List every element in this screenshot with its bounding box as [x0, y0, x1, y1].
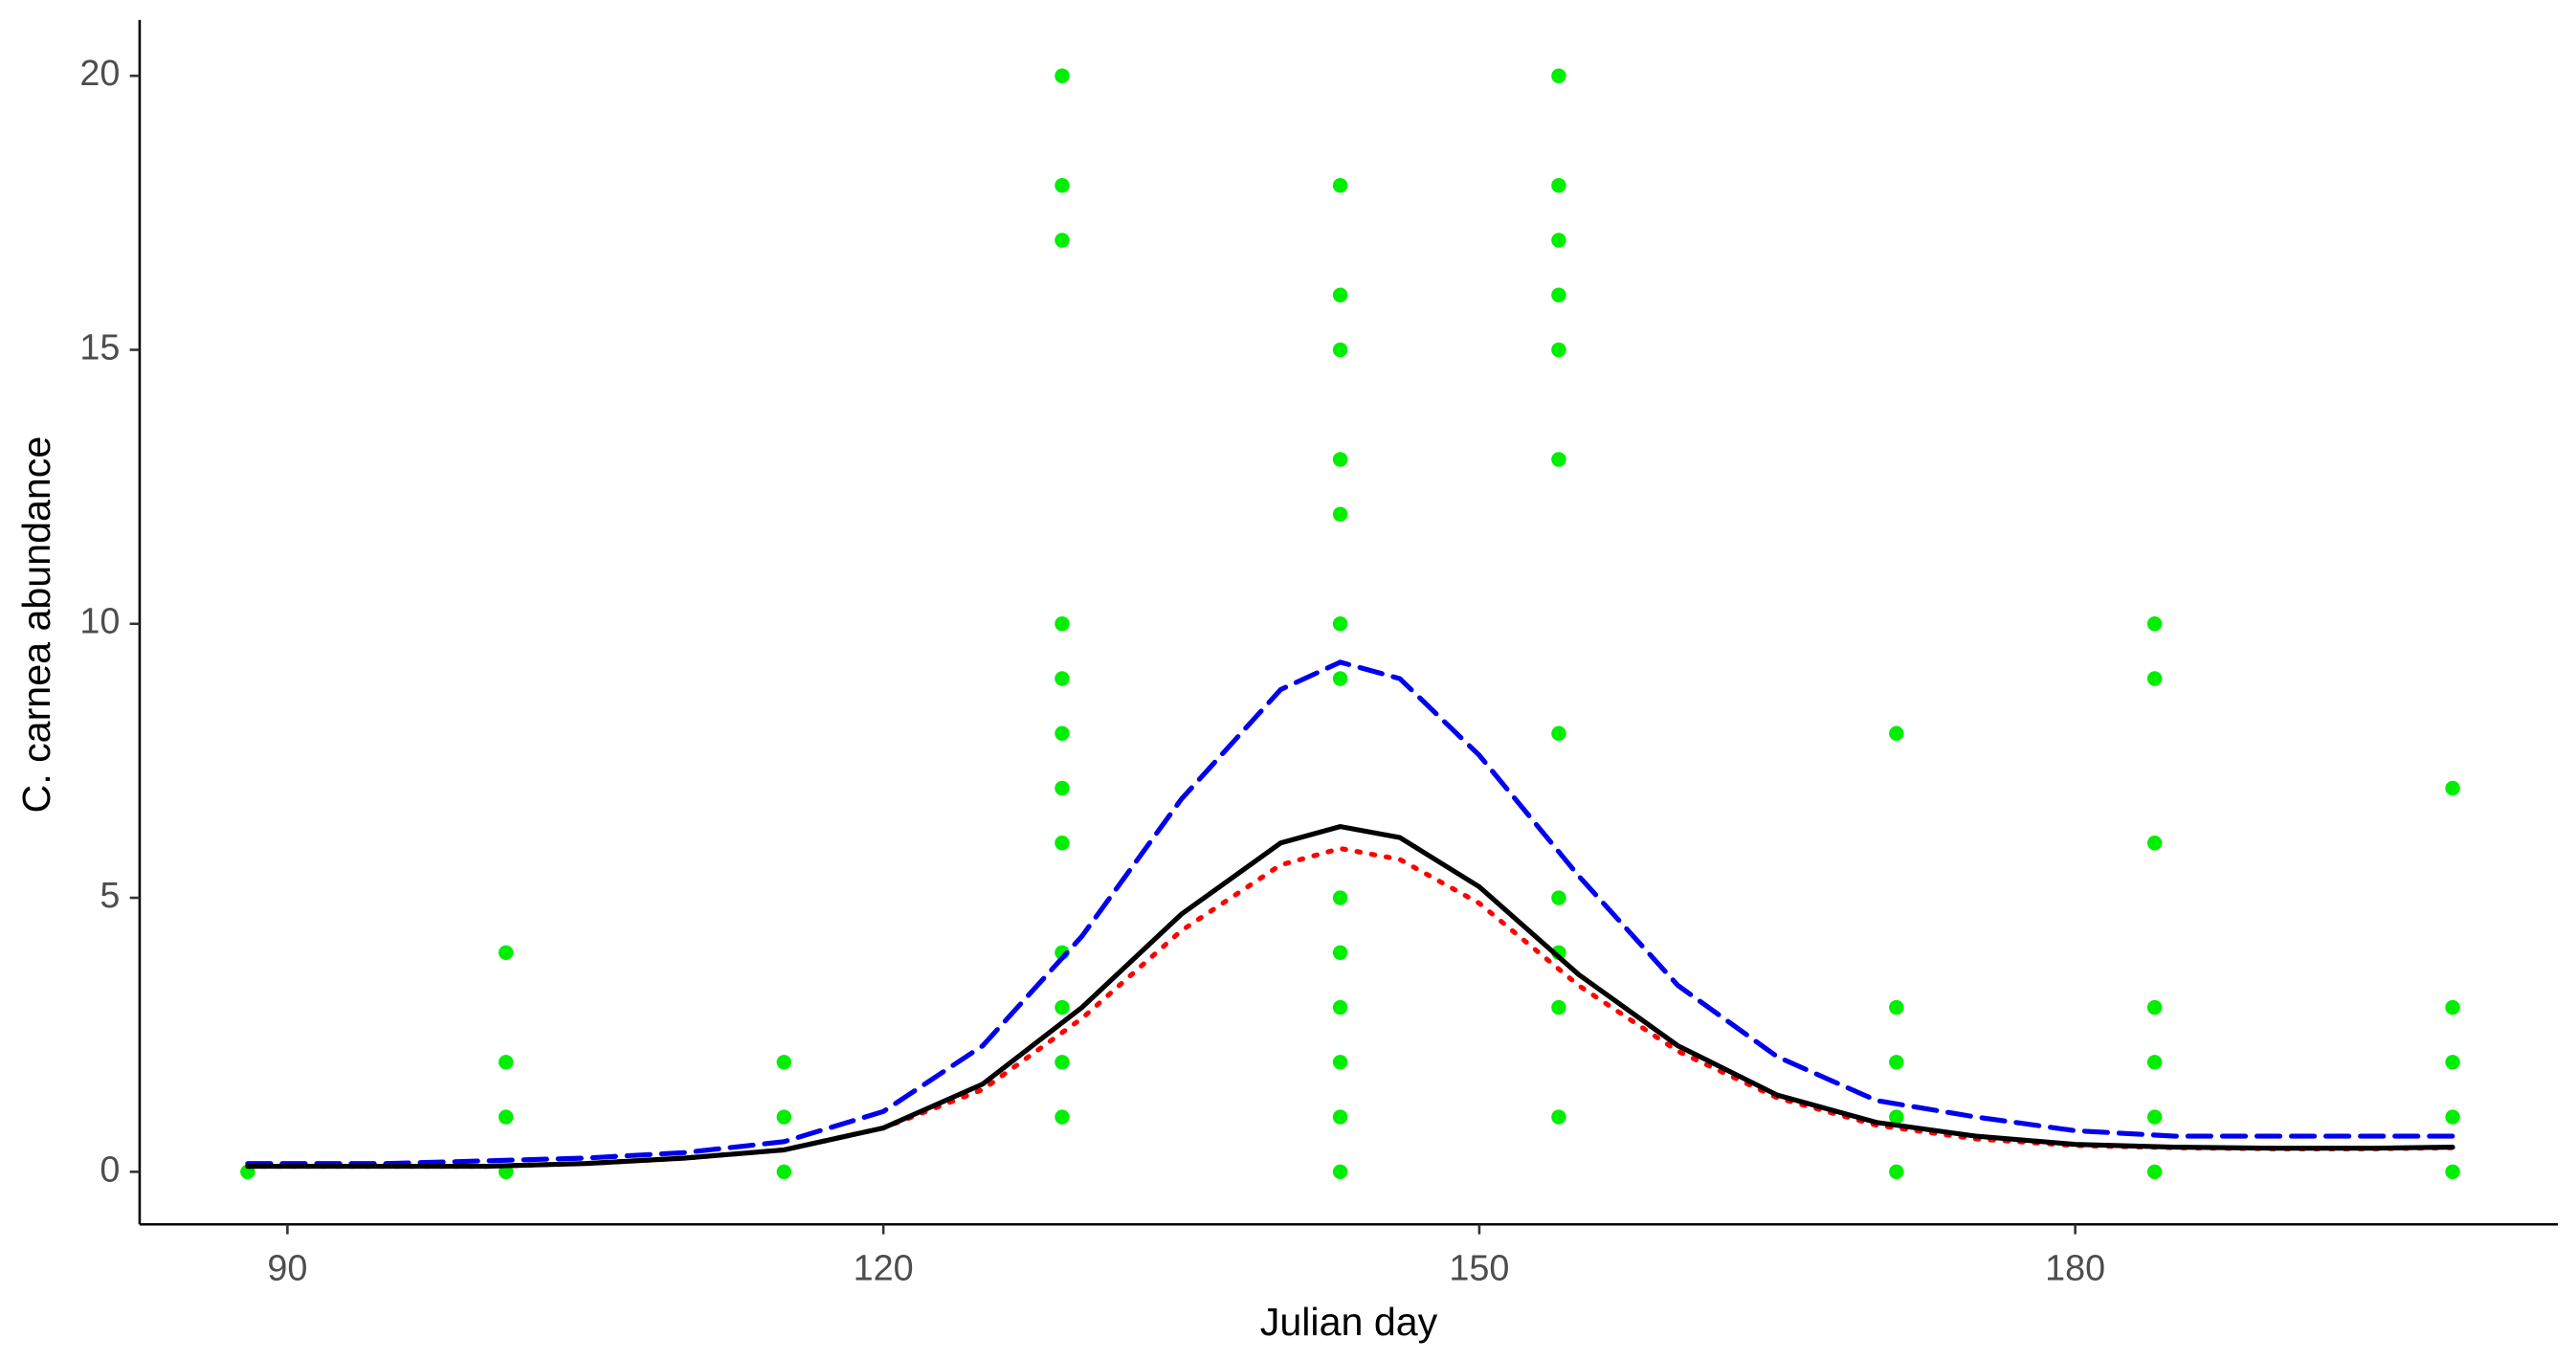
data-point: [1551, 452, 1566, 467]
data-point: [776, 1055, 792, 1070]
data-point: [1889, 999, 1904, 1015]
data-point: [498, 945, 514, 961]
data-point: [1055, 836, 1070, 851]
data-point: [2146, 671, 2163, 686]
data-point: [1551, 1109, 1566, 1125]
data-point: [1551, 342, 1566, 358]
data-point: [1551, 725, 1566, 742]
data-point: [1332, 999, 1348, 1015]
fit-line: [245, 659, 2455, 1167]
data-point: [2146, 999, 2163, 1015]
data-point: [1889, 1055, 1904, 1070]
data-point: [1332, 671, 1348, 686]
data-point: [1055, 671, 1070, 686]
data-point: [1055, 725, 1070, 742]
data-point: [1332, 890, 1348, 905]
data-point: [2146, 836, 2163, 851]
data-point: [1055, 999, 1070, 1015]
x-axis-title: Julian day: [1260, 1300, 1438, 1344]
data-point: [2146, 1164, 2163, 1180]
y-tick-label: 5: [100, 876, 120, 916]
data-point: [2445, 999, 2460, 1015]
y-tick-label: 15: [79, 327, 120, 368]
data-point: [1551, 233, 1566, 248]
x-tick-label: 120: [854, 1248, 914, 1288]
y-axis-title: C. carnea abundance: [14, 436, 58, 814]
data-point: [1332, 452, 1348, 467]
data-point: [1332, 1109, 1348, 1125]
fit-line: [245, 823, 2455, 1170]
data-point: [1332, 342, 1348, 358]
data-point: [1055, 68, 1070, 83]
data-point: [1332, 945, 1348, 961]
x-tick-label: 90: [267, 1248, 307, 1288]
data-point: [1889, 725, 1904, 742]
y-tick-label: 20: [79, 54, 120, 94]
x-tick-label: 180: [2045, 1248, 2105, 1288]
data-point: [2445, 1055, 2460, 1070]
data-point: [1332, 287, 1348, 302]
y-tick-label: 10: [79, 602, 120, 642]
data-point: [498, 1109, 514, 1125]
data-point: [1055, 1055, 1070, 1070]
data-point: [776, 1164, 792, 1180]
data-point: [2445, 780, 2460, 796]
x-tick-label: 150: [1449, 1248, 1509, 1288]
y-tick-label: 0: [100, 1149, 120, 1190]
data-point: [1551, 287, 1566, 302]
data-point: [1055, 780, 1070, 796]
data-point: [1889, 1164, 1904, 1180]
data-point: [1332, 178, 1348, 193]
fit-line: [245, 845, 2455, 1170]
data-point: [498, 1055, 514, 1070]
data-point: [1055, 1109, 1070, 1125]
data-point: [1055, 233, 1070, 248]
data-point: [2445, 1109, 2460, 1125]
data-point: [1332, 616, 1348, 632]
data-point: [1332, 1164, 1348, 1180]
data-point: [1551, 999, 1566, 1015]
data-point: [1889, 1109, 1904, 1125]
data-point: [1332, 506, 1348, 522]
data-point: [2445, 1164, 2460, 1180]
data-point: [2146, 1109, 2163, 1125]
data-point: [1551, 890, 1566, 905]
data-point: [1055, 178, 1070, 193]
data-point: [2146, 1055, 2163, 1070]
data-point: [1551, 68, 1566, 83]
data-point: [1055, 616, 1070, 632]
data-point: [776, 1109, 792, 1125]
data-point: [1332, 1055, 1348, 1070]
data-point: [2146, 616, 2163, 632]
data-point: [1551, 178, 1566, 193]
